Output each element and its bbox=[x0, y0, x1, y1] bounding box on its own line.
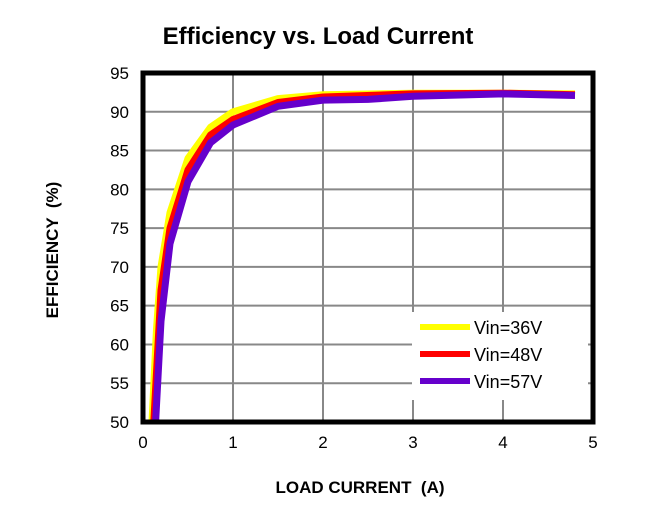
legend-label: Vin=36V bbox=[474, 318, 542, 338]
legend-label: Vin=57V bbox=[474, 372, 542, 392]
y-tick-label: 70 bbox=[110, 258, 129, 277]
legend: Vin=36V Vin=48V Vin=57V bbox=[412, 312, 588, 400]
y-tick-label: 90 bbox=[110, 103, 129, 122]
x-tick-label: 3 bbox=[408, 433, 417, 452]
x-tick-label: 1 bbox=[228, 433, 237, 452]
plot-frame bbox=[140, 70, 596, 425]
y-tick-label: 60 bbox=[110, 335, 129, 354]
x-axis-label: LOAD CURRENT (A) bbox=[275, 478, 444, 497]
x-tick-label: 0 bbox=[138, 433, 147, 452]
x-tick-label: 5 bbox=[588, 433, 597, 452]
chart-title: Efficiency vs. Load Current bbox=[163, 23, 474, 50]
x-tick-label: 2 bbox=[318, 433, 327, 452]
y-tick-label: 50 bbox=[110, 413, 129, 432]
y-tick-label: 55 bbox=[110, 374, 129, 393]
series-line-2 bbox=[152, 90, 576, 423]
y-tick-label: 80 bbox=[110, 180, 129, 199]
y-tick-label: 95 bbox=[110, 64, 129, 83]
y-tick-label: 75 bbox=[110, 219, 129, 238]
y-axis-label: EFFICIENCY (%) bbox=[43, 182, 62, 319]
x-tick-label: 4 bbox=[498, 433, 507, 452]
y-tick-label: 85 bbox=[110, 142, 129, 161]
legend-label: Vin=48V bbox=[474, 345, 542, 365]
y-tick-label: 65 bbox=[110, 297, 129, 316]
